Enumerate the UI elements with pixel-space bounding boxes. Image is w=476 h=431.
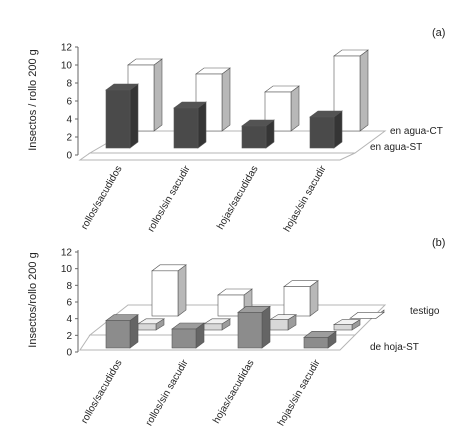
category-labels: rollos/sacudidos rollos/sin sacudir hojas/…	[79, 163, 329, 234]
y-tick-label: 2	[66, 331, 72, 342]
category-label: hojas/sacudidas	[211, 358, 256, 426]
y-axis-label: Insectos / rollo 200 g	[27, 49, 39, 151]
bar-de-hoja-st	[105, 314, 139, 349]
bar-en-agua-st	[173, 101, 207, 149]
y-axis-label: Insectos/rollo 200 g	[27, 252, 39, 347]
bars	[105, 264, 385, 349]
bar-middle-series	[268, 314, 298, 331]
chart-panel-b: 0 2 4 6 8 10 12 rollos/sacudidos rollos/sin sac…	[27, 237, 445, 428]
category-label: rollos/sacudidos	[79, 358, 124, 426]
category-label: rollos/sin sacudir	[144, 357, 191, 428]
legend-entry-en-agua-ct: en agua-CT	[390, 126, 443, 137]
category-label: rollos/sin sacudir	[146, 163, 193, 234]
bar-de-hoja-st	[237, 305, 271, 349]
category-label: hojas/sin sacudir	[276, 357, 323, 428]
bar-testigo	[283, 280, 319, 317]
y-tick-label: 2	[66, 133, 72, 144]
floor-front	[78, 152, 356, 161]
legend-entry-en-agua-st: en agua-ST	[370, 142, 422, 153]
y-tick-label: 10	[61, 61, 73, 72]
y-tick-label: 10	[61, 264, 73, 275]
y-tick-label: 0	[66, 348, 72, 359]
y-tick-labels: 0 2 4 6 8 10 12	[61, 248, 78, 359]
y-tick-label: 4	[66, 115, 72, 126]
bar-en-agua-st	[241, 119, 275, 149]
category-label: hojas/sin sacudir	[282, 163, 329, 234]
y-tick-label: 4	[66, 314, 72, 325]
category-label: hojas/sacudidas	[215, 164, 260, 232]
y-tick-label: 8	[66, 79, 72, 90]
y-tick-label: 12	[61, 248, 73, 259]
chart-panel-a: 0 2 4 6 8 10 12 rollos/sacudidos rollos/sin sac…	[27, 27, 445, 234]
bar-en-agua-st	[105, 83, 139, 149]
category-labels: rollos/sacudidos rollos/sin sacudir hojas/…	[79, 357, 323, 428]
bar-en-agua-ct	[264, 85, 300, 132]
bars	[105, 49, 369, 149]
y-tick-label: 12	[61, 43, 73, 54]
y-tick-labels: 0 2 4 6 8 10 12	[61, 43, 78, 162]
legend-entry-testigo: testigo	[410, 306, 440, 317]
bar-middle-series	[332, 319, 362, 331]
bar-testigo	[349, 309, 385, 319]
bar-en-agua-st	[309, 110, 343, 149]
panel-label: (b)	[432, 237, 445, 249]
bar-de-hoja-st	[303, 330, 337, 349]
category-label: rollos/sacudidos	[79, 164, 124, 232]
legend-entry-de-hoja-st: de hoja-ST	[370, 342, 419, 353]
bar-testigo	[151, 264, 187, 317]
y-tick-label: 8	[66, 281, 72, 292]
bar-middle-series	[202, 318, 232, 331]
panel-label: (a)	[432, 27, 445, 39]
bar-de-hoja-st	[171, 322, 205, 349]
y-tick-label: 0	[66, 151, 72, 162]
y-tick-label: 6	[66, 97, 72, 108]
y-tick-label: 6	[66, 298, 72, 309]
bar-middle-series	[136, 318, 166, 331]
